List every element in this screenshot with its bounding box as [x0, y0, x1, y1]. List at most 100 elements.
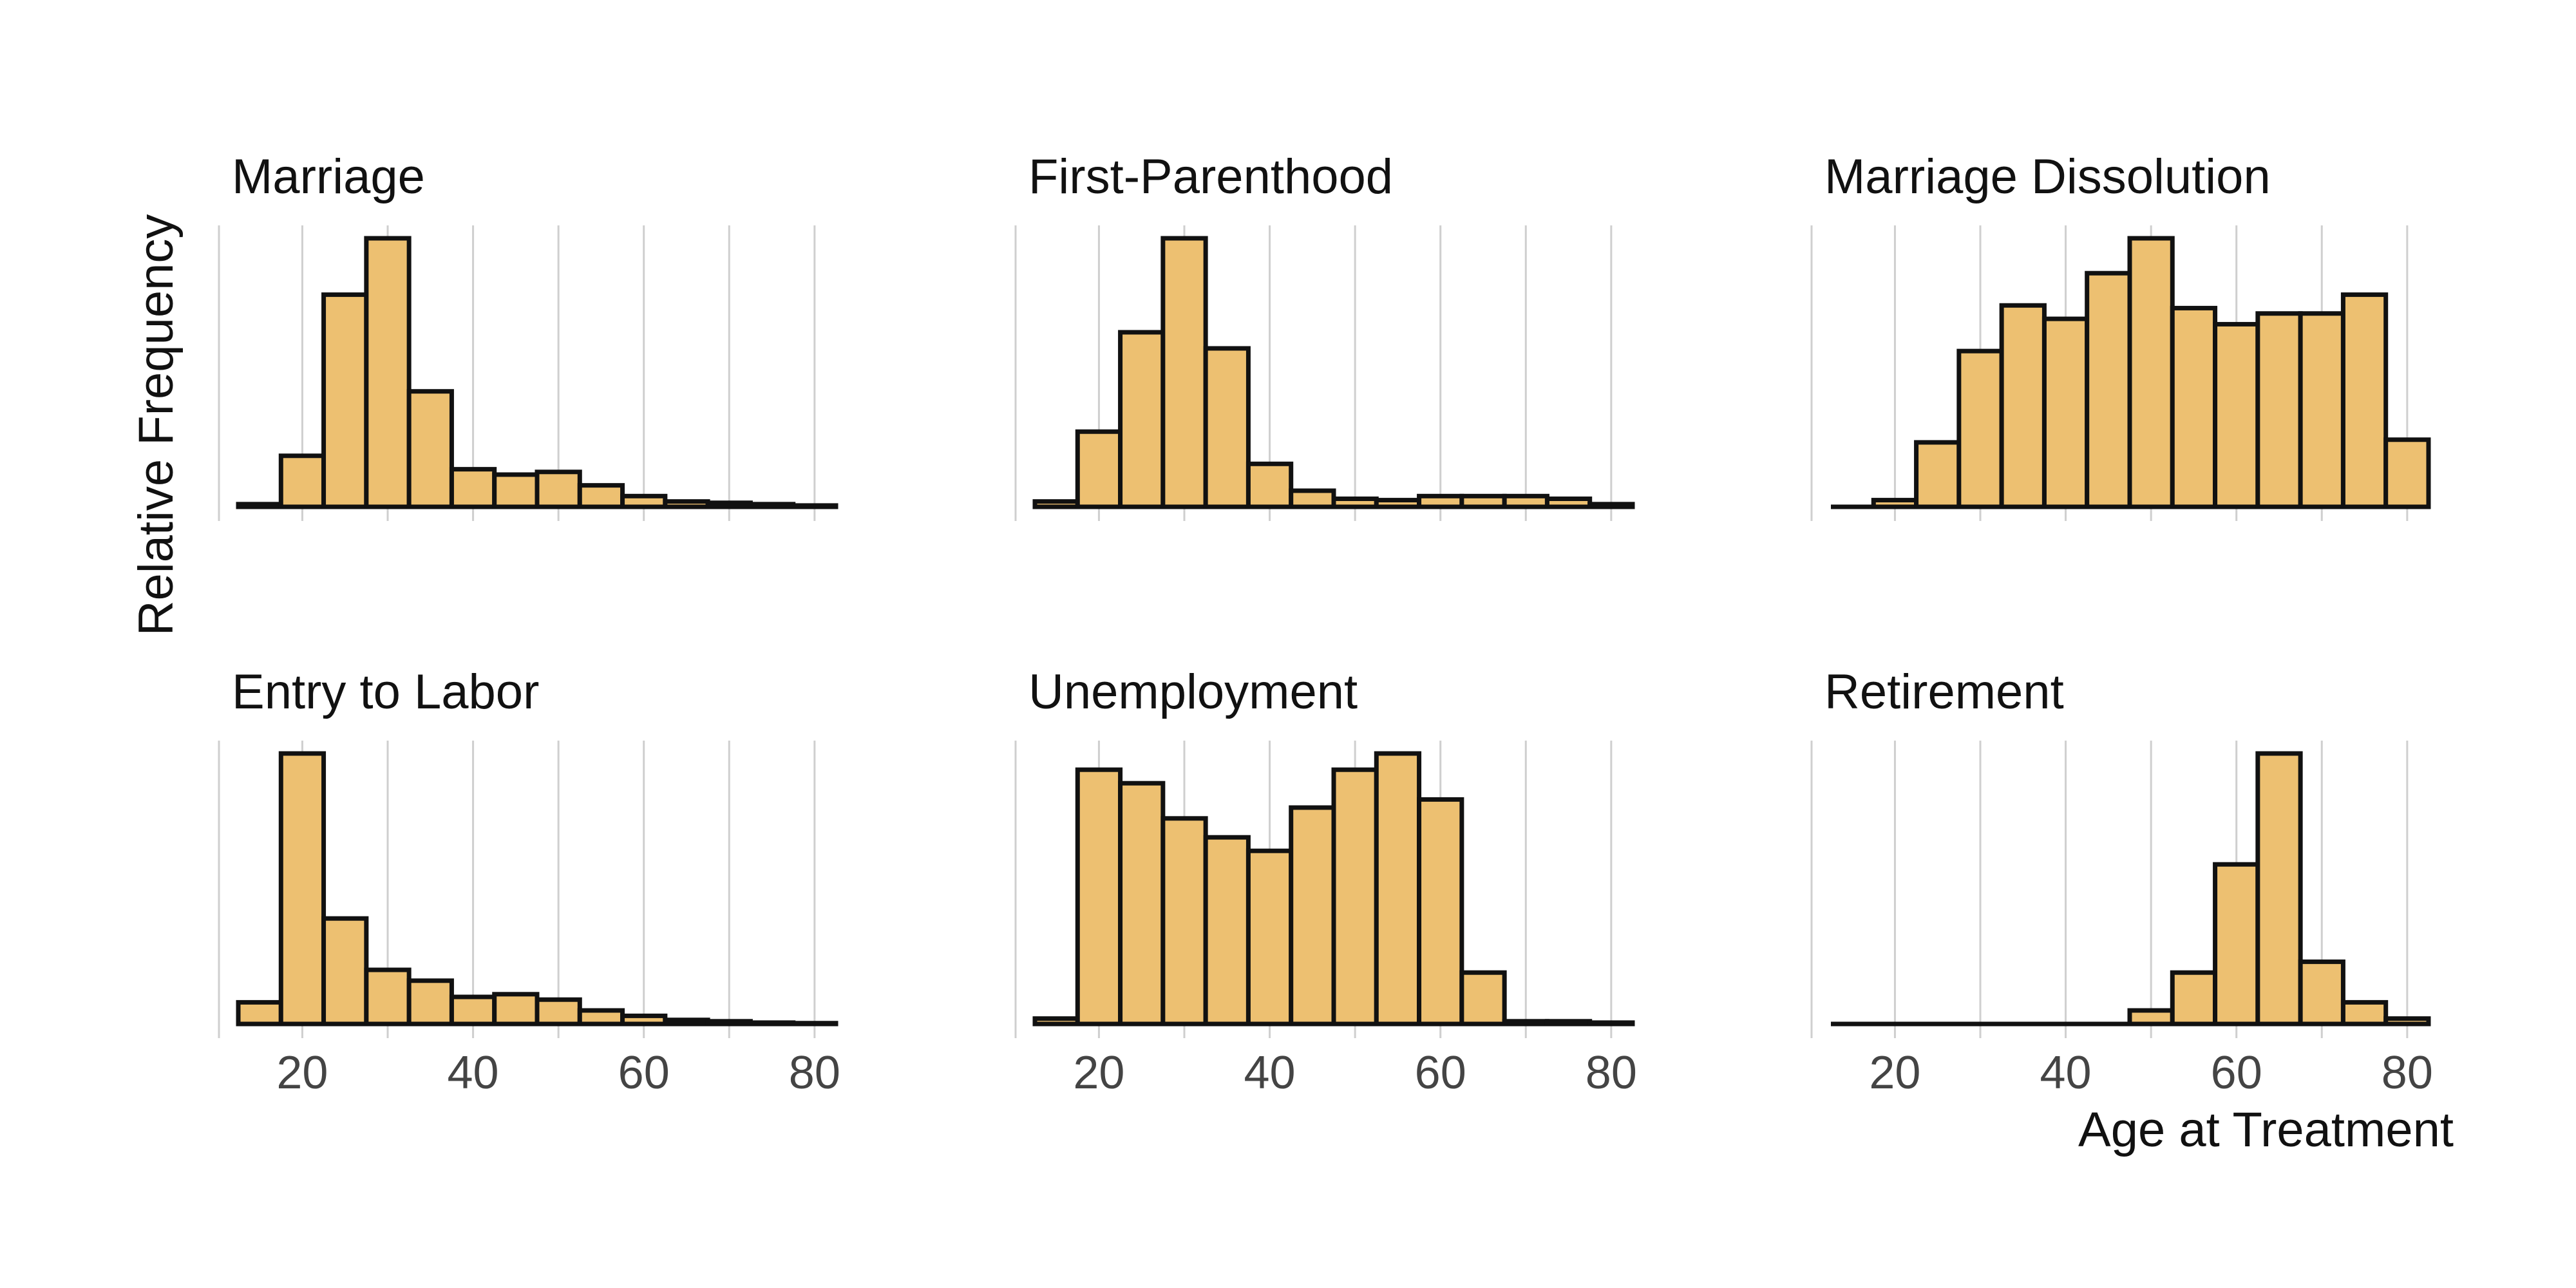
histogram-bar — [2041, 316, 2090, 509]
histogram-bar — [2127, 236, 2175, 509]
x-tick-label: 60 — [2211, 1047, 2262, 1099]
panel: Entry to Labor 20 40 60 80 — [218, 665, 840, 1099]
histogram-bar — [577, 483, 625, 509]
panels: Marriage First-Parenthood Marriage Dissolu… — [218, 149, 2433, 1099]
histogram-bar — [1160, 236, 1208, 509]
histogram-bar — [663, 499, 710, 509]
histogram-bar — [1544, 496, 1593, 509]
histogram-bar — [364, 236, 412, 509]
histogram-bar — [2170, 970, 2218, 1027]
histogram-bar — [492, 472, 540, 509]
panel: First-Parenthood — [1014, 149, 1635, 521]
histogram-bar — [705, 500, 753, 509]
histogram-bar — [2383, 1016, 2431, 1027]
histogram-bar — [321, 916, 369, 1027]
histogram-bar — [1459, 493, 1507, 509]
histogram-bar — [791, 1021, 838, 1027]
y-axis-label: Relative Frequency — [129, 214, 184, 636]
histogram-bar — [1118, 781, 1166, 1027]
histogram-bar — [2085, 270, 2132, 509]
histogram-bar — [791, 503, 838, 509]
histogram-bar — [236, 502, 283, 509]
histogram-bar — [1203, 346, 1251, 509]
histogram-bar — [1160, 816, 1208, 1027]
histogram-bar — [1203, 835, 1251, 1027]
panel: Retirement 20 40 60 80 — [1810, 665, 2433, 1099]
x-tick-label: 80 — [1586, 1047, 1637, 1099]
histogram-bar — [321, 292, 369, 509]
histogram-bar — [2127, 1008, 2175, 1027]
histogram-bar — [1374, 751, 1422, 1027]
histogram-bar — [705, 1019, 753, 1027]
panel-title: Marriage Dissolution — [1824, 149, 2271, 204]
histogram-bar — [1502, 1019, 1549, 1027]
histogram-bar — [1374, 498, 1422, 509]
panel: Marriage Dissolution — [1810, 149, 2431, 521]
histogram-bar — [2170, 305, 2218, 509]
histogram-bar — [2213, 321, 2260, 509]
histogram-bar — [1914, 440, 1962, 509]
histogram-bar — [278, 751, 327, 1027]
histogram-bar — [2340, 999, 2389, 1027]
x-tick-label: 20 — [1073, 1047, 1124, 1099]
histogram-bar — [1417, 493, 1464, 509]
x-tick-label: 60 — [618, 1047, 670, 1099]
panel: Marriage — [218, 149, 838, 521]
histogram-bar — [364, 967, 412, 1027]
histogram-bar — [620, 493, 668, 509]
histogram-bar — [2255, 311, 2303, 509]
histogram-bar — [1289, 805, 1336, 1027]
panel-title: Unemployment — [1028, 665, 1358, 719]
histogram-bar — [577, 1008, 625, 1027]
histogram-bar — [406, 389, 454, 509]
histogram-bar — [449, 467, 497, 509]
histogram-bar — [2340, 292, 2389, 509]
histogram-bar — [2298, 959, 2345, 1027]
panel-title: First-Parenthood — [1028, 149, 1393, 204]
x-tick-label: 40 — [1244, 1047, 1296, 1099]
histogram-bar — [620, 1013, 668, 1027]
x-axis-label: Age at Treatment — [2078, 1103, 2454, 1157]
panel-title: Entry to Labor — [232, 665, 539, 719]
histogram-bar — [1871, 498, 1919, 509]
histogram-bar — [2298, 311, 2345, 509]
histogram-bar — [748, 502, 796, 509]
histogram-bar — [535, 997, 582, 1027]
histogram-bar — [663, 1018, 710, 1027]
x-tick-label: 20 — [1869, 1047, 1920, 1099]
histogram-bar — [236, 999, 283, 1027]
x-tick-label: 80 — [789, 1047, 840, 1099]
histogram-bar — [1417, 797, 1464, 1027]
histogram-bar — [1587, 502, 1635, 509]
histogram-bar — [1289, 488, 1336, 509]
x-tick-label: 20 — [276, 1047, 328, 1099]
x-tick-label: 60 — [1415, 1047, 1466, 1099]
x-tick-label: 40 — [2040, 1047, 2092, 1099]
histogram-bar — [535, 469, 582, 509]
histogram-bar — [1075, 767, 1123, 1027]
histogram-bar — [1032, 499, 1080, 509]
histogram-bar — [2213, 862, 2260, 1027]
x-tick-label: 80 — [2382, 1047, 2433, 1099]
histogram-bar — [2255, 751, 2303, 1027]
panel-title: Marriage — [232, 149, 425, 204]
histogram-bar — [406, 978, 454, 1027]
histogram-bar — [449, 994, 497, 1027]
histogram-bar — [1032, 1016, 1080, 1027]
histogram-bar — [1075, 429, 1123, 509]
histogram-bar — [1999, 303, 2047, 509]
histogram-bar — [492, 992, 540, 1027]
histogram-bar — [1587, 1020, 1635, 1027]
histogram-bar — [1331, 767, 1379, 1027]
histogram-bar — [1245, 461, 1294, 509]
panel: Unemployment 20 40 60 80 — [1014, 665, 1637, 1099]
panel-title: Retirement — [1824, 665, 2064, 719]
histogram-bar — [1956, 348, 2004, 509]
histogram-bar — [1245, 848, 1294, 1027]
x-tick-label: 40 — [448, 1047, 499, 1099]
histogram-bar — [1502, 493, 1549, 509]
histogram-bar — [1544, 1019, 1593, 1027]
histogram-bar — [1459, 970, 1507, 1027]
histogram-bar — [278, 453, 327, 509]
